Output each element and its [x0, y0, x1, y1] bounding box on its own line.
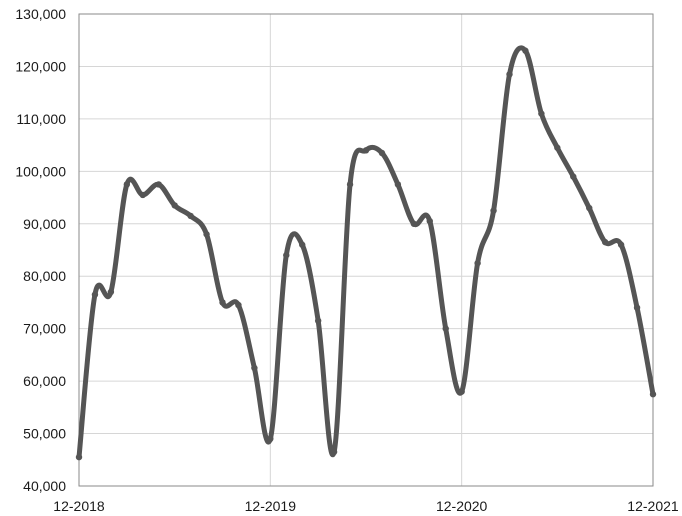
data-point	[171, 202, 178, 209]
y-tick-label: 130,000	[15, 6, 66, 22]
y-tick-label: 110,000	[16, 111, 66, 127]
x-tick-label: 12-2019	[245, 498, 297, 514]
data-point	[378, 149, 386, 157]
y-tick-label: 100,000	[15, 163, 66, 179]
data-point	[91, 291, 99, 298]
data-point	[554, 144, 561, 151]
data-point	[458, 388, 465, 395]
y-axis-tick-labels: 40,000 50,000 60,000 70,000 80,000 90,000 100,…	[15, 6, 66, 494]
y-tick-label: 90,000	[23, 216, 66, 232]
data-point	[299, 241, 306, 248]
y-tick-label: 120,000	[15, 58, 66, 74]
data-point	[474, 259, 481, 267]
data-point	[219, 299, 226, 306]
series-line	[76, 45, 656, 460]
grid	[79, 14, 653, 486]
data-point	[490, 207, 497, 214]
plot-frame	[78, 13, 654, 487]
data-point	[155, 181, 162, 188]
data-point	[410, 220, 418, 227]
data-point	[203, 231, 210, 238]
data-point	[267, 435, 274, 442]
x-tick-label: 12-2021	[627, 498, 679, 514]
y-tick-label: 60,000	[23, 373, 66, 389]
data-point	[633, 304, 641, 311]
data-point	[187, 212, 194, 220]
data-point	[506, 71, 513, 78]
data-point	[617, 241, 625, 248]
data-point	[601, 238, 609, 246]
data-point	[442, 325, 449, 332]
data-point	[362, 147, 370, 154]
x-axis-tick-labels: 12-2018 12-2019 12-2020 12-2021	[53, 498, 679, 514]
x-tick-label: 12-2020	[436, 498, 488, 514]
data-point	[649, 391, 657, 398]
data-point	[586, 204, 593, 212]
y-tick-label: 70,000	[23, 321, 66, 337]
data-point	[251, 364, 258, 372]
data-point	[235, 301, 242, 309]
data-point	[394, 181, 402, 188]
data-point	[107, 288, 115, 296]
x-tick-label: 12-2018	[53, 498, 105, 514]
data-point	[283, 252, 290, 259]
data-point	[139, 191, 146, 199]
y-tick-label: 80,000	[23, 268, 66, 284]
data-point	[346, 181, 354, 188]
y-tick-label: 50,000	[23, 426, 66, 442]
data-point	[522, 47, 529, 54]
plot-border	[78, 13, 654, 487]
data-point	[123, 181, 131, 188]
data-point	[330, 448, 338, 456]
data-point	[426, 217, 433, 225]
data-point	[538, 110, 545, 117]
y-tick-label: 40,000	[23, 478, 66, 494]
data-point	[75, 453, 83, 461]
data-point	[570, 173, 577, 180]
series-layer	[75, 45, 657, 461]
data-point	[314, 317, 322, 324]
